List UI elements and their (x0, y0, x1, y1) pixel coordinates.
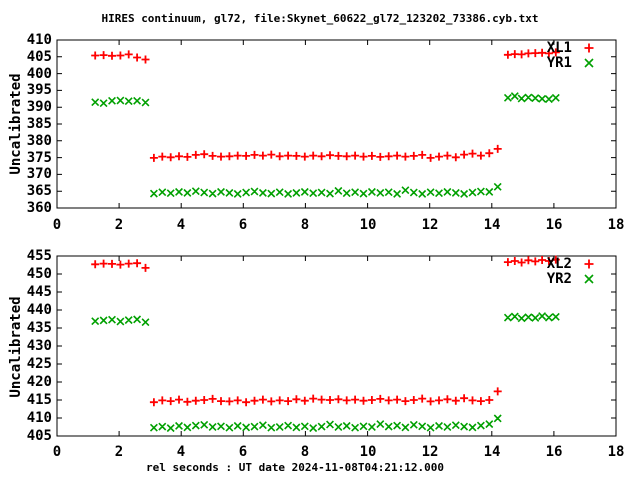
x-tick-label-bottom: 18 (607, 444, 625, 460)
x-tick-label-top: 0 (52, 217, 62, 233)
x-tick-label-top: 18 (607, 217, 625, 233)
x-tick-label-bottom: 10 (359, 444, 377, 460)
legend-marker-xl2 (584, 259, 594, 269)
legend-label-xl2: XL2 (546, 256, 572, 272)
y-tick-label-bottom: 450 (26, 266, 52, 282)
y-tick-label-bottom: 445 (26, 284, 52, 300)
x-tick-label-bottom: 8 (300, 444, 310, 460)
y-tick-label-bottom: 440 (26, 302, 52, 318)
y-tick-label-top: 380 (26, 133, 52, 149)
x-tick-label-bottom: 16 (545, 444, 563, 460)
x-tick-label-bottom: 4 (176, 444, 186, 460)
x-tick-label-top: 4 (176, 217, 186, 233)
y-tick-label-top: 360 (26, 200, 52, 216)
x-tick-label-top: 6 (238, 217, 248, 233)
y-tick-label-bottom: 435 (26, 320, 52, 336)
axis-ticks-top (56, 39, 617, 209)
y-tick-label-top: 365 (26, 183, 52, 199)
data-points-xl2 (91, 255, 560, 407)
y-tick-label-top: 395 (26, 82, 52, 98)
y-tick-label-top: 370 (26, 166, 52, 182)
data-points-yr1 (91, 92, 560, 198)
x-axis-label: rel seconds : UT date 2024-11-08T04:21:1… (145, 461, 444, 474)
legend-marker-yr1 (584, 58, 594, 68)
x-tick-label-bottom: 14 (483, 444, 501, 460)
y-tick-label-bottom: 455 (26, 248, 52, 264)
y-tick-label-top: 410 (26, 32, 52, 48)
x-tick-label-top: 12 (421, 217, 439, 233)
x-tick-label-top: 10 (359, 217, 377, 233)
y-tick-label-bottom: 420 (26, 374, 52, 390)
y-tick-label-top: 385 (26, 116, 52, 132)
y-tick-label-bottom: 425 (26, 356, 52, 372)
x-tick-label-bottom: 6 (238, 444, 248, 460)
x-tick-label-top: 8 (300, 217, 310, 233)
legend-label-yr1: YR1 (546, 55, 572, 71)
y-tick-label-bottom: 405 (26, 428, 52, 444)
x-tick-label-top: 14 (483, 217, 501, 233)
y-tick-label-top: 390 (26, 99, 52, 115)
y-tick-label-top: 405 (26, 49, 52, 65)
x-tick-label-top: 16 (545, 217, 563, 233)
y-tick-label-bottom: 430 (26, 338, 52, 354)
x-tick-label-top: 2 (114, 217, 124, 233)
y-tick-label-bottom: 415 (26, 392, 52, 408)
legend-label-yr2: YR2 (546, 271, 572, 287)
legend-marker-yr2 (584, 274, 594, 284)
x-tick-label-bottom: 2 (114, 444, 124, 460)
data-points-yr2 (91, 312, 560, 433)
x-tick-label-bottom: 12 (421, 444, 439, 460)
chart-title: HIRES continuum, gl72, file:Skynet_60622… (101, 12, 539, 25)
y-tick-label-top: 400 (26, 66, 52, 82)
axis-ticks-bottom (56, 255, 617, 437)
legend-label-xl1: XL1 (546, 40, 572, 56)
y-tick-label-bottom: 410 (26, 410, 52, 426)
x-tick-label-bottom: 0 (52, 444, 62, 460)
legend-marker-xl1 (584, 43, 594, 53)
data-points-xl1 (91, 48, 560, 162)
y-tick-label-top: 375 (26, 150, 52, 166)
